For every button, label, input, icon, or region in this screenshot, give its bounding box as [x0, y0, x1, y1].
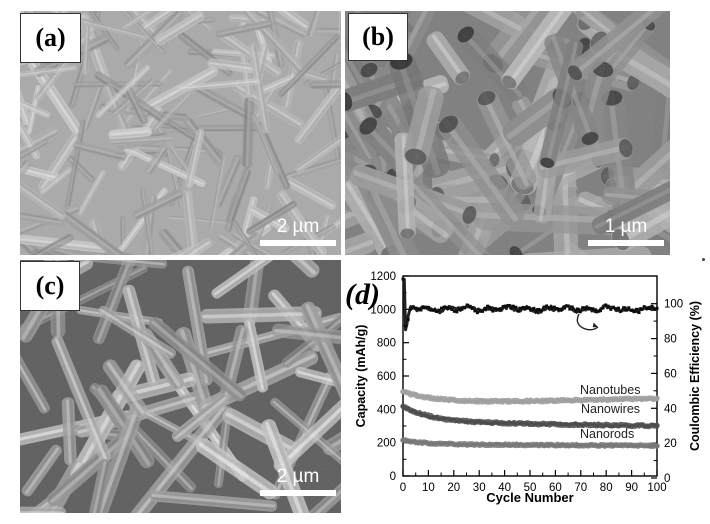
svg-text:0: 0: [664, 473, 670, 485]
svg-text:40: 40: [664, 403, 677, 415]
svg-text:30: 30: [473, 482, 486, 494]
svg-text:80: 80: [664, 334, 677, 346]
svg-text:Nanorods: Nanorods: [580, 427, 634, 441]
svg-text:20: 20: [664, 438, 677, 450]
svg-text:Nanowires: Nanowires: [581, 402, 640, 416]
svg-text:Cycle Number: Cycle Number: [486, 490, 573, 505]
svg-text:80: 80: [600, 482, 613, 494]
svg-text:Nanotubes: Nanotubes: [580, 383, 640, 397]
svg-text:Coulombic Efficiency (%): Coulombic Efficiency (%): [688, 301, 702, 451]
svg-text:400: 400: [377, 404, 396, 416]
svg-text:0: 0: [390, 471, 396, 483]
svg-text:0: 0: [400, 482, 406, 494]
svg-text:Capacity (mAh/g): Capacity (mAh/g): [354, 325, 368, 428]
svg-text:20: 20: [447, 482, 460, 494]
svg-text:70: 70: [574, 482, 587, 494]
svg-text:800: 800: [377, 338, 396, 350]
svg-text:10: 10: [422, 482, 435, 494]
svg-text:100: 100: [664, 299, 683, 311]
svg-text:200: 200: [377, 438, 396, 450]
svg-text:(d): (d): [345, 278, 380, 311]
svg-text:90: 90: [625, 482, 638, 494]
svg-text:60: 60: [664, 368, 677, 380]
svg-text:600: 600: [377, 371, 396, 383]
